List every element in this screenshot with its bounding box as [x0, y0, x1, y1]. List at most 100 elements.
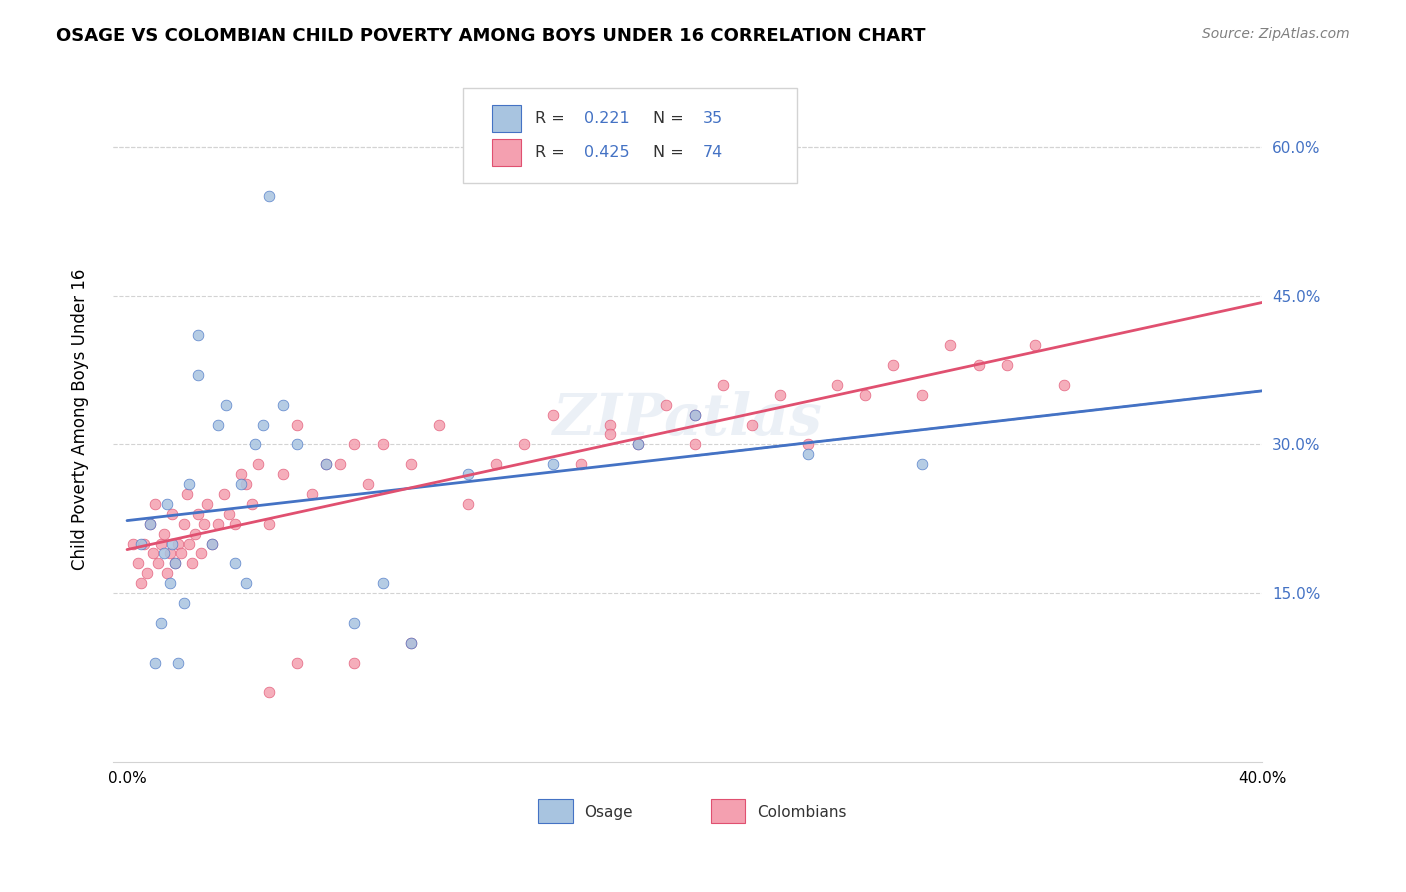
Point — [569, 457, 592, 471]
Point — [257, 516, 280, 531]
Point — [967, 358, 990, 372]
Point — [995, 358, 1018, 372]
Point — [329, 457, 352, 471]
Point — [301, 487, 323, 501]
Text: R =: R = — [534, 145, 569, 161]
Point — [371, 437, 394, 451]
Point — [121, 536, 143, 550]
Point — [1024, 338, 1046, 352]
Point — [711, 377, 734, 392]
Text: 0.425: 0.425 — [585, 145, 630, 161]
Point — [215, 398, 238, 412]
Point — [184, 526, 207, 541]
Point — [315, 457, 337, 471]
Point — [145, 656, 167, 670]
Text: R =: R = — [534, 111, 569, 126]
Text: Colombians: Colombians — [756, 805, 846, 821]
Point — [153, 526, 176, 541]
Point — [457, 497, 479, 511]
Point — [246, 457, 269, 471]
Y-axis label: Child Poverty Among Boys Under 16: Child Poverty Among Boys Under 16 — [72, 268, 89, 570]
Point — [252, 417, 274, 432]
Point — [156, 497, 179, 511]
Point — [201, 536, 224, 550]
Text: 35: 35 — [703, 111, 723, 126]
Point — [1053, 377, 1076, 392]
Point — [399, 457, 422, 471]
Text: N =: N = — [654, 145, 689, 161]
Point — [485, 457, 508, 471]
FancyBboxPatch shape — [710, 799, 745, 823]
Point — [187, 368, 209, 382]
Point — [129, 576, 152, 591]
Point — [271, 467, 294, 481]
Point — [343, 656, 366, 670]
Point — [285, 417, 308, 432]
Point — [427, 417, 450, 432]
Point — [207, 516, 229, 531]
Point — [853, 388, 876, 402]
Point — [683, 437, 706, 451]
Point — [599, 417, 621, 432]
FancyBboxPatch shape — [538, 799, 572, 823]
Point — [343, 437, 366, 451]
Text: Osage: Osage — [585, 805, 633, 821]
Point — [825, 377, 848, 392]
Point — [179, 477, 201, 491]
Point — [939, 338, 962, 352]
Point — [179, 536, 201, 550]
Text: N =: N = — [654, 111, 689, 126]
Point — [224, 557, 246, 571]
Point — [193, 516, 215, 531]
Point — [132, 536, 155, 550]
Point — [357, 477, 380, 491]
Point — [207, 417, 229, 432]
Text: 74: 74 — [703, 145, 723, 161]
Point — [162, 507, 184, 521]
Point — [235, 477, 257, 491]
Point — [541, 457, 564, 471]
Point — [173, 596, 195, 610]
Point — [285, 437, 308, 451]
Point — [599, 427, 621, 442]
Point — [235, 576, 257, 591]
Point — [343, 615, 366, 630]
Point — [399, 635, 422, 649]
Point — [153, 546, 176, 560]
Point — [139, 516, 162, 531]
Point — [187, 328, 209, 343]
Point — [315, 457, 337, 471]
Point — [457, 467, 479, 481]
Point — [135, 566, 157, 581]
Point — [627, 437, 650, 451]
Point — [257, 189, 280, 203]
FancyBboxPatch shape — [492, 104, 522, 132]
Point — [655, 398, 678, 412]
Point — [911, 457, 934, 471]
Point — [229, 467, 252, 481]
Point — [159, 546, 181, 560]
Point — [142, 546, 165, 560]
Point — [240, 497, 263, 511]
Point — [181, 557, 204, 571]
Point — [162, 536, 184, 550]
Point — [627, 437, 650, 451]
Point — [145, 497, 167, 511]
Point — [882, 358, 904, 372]
Text: Source: ZipAtlas.com: Source: ZipAtlas.com — [1202, 27, 1350, 41]
Point — [229, 477, 252, 491]
Point — [129, 536, 152, 550]
Point — [170, 546, 193, 560]
Point — [371, 576, 394, 591]
Point — [541, 408, 564, 422]
Point — [159, 576, 181, 591]
Point — [797, 447, 820, 461]
FancyBboxPatch shape — [464, 87, 797, 184]
Point — [139, 516, 162, 531]
Point — [243, 437, 266, 451]
Point — [212, 487, 235, 501]
FancyBboxPatch shape — [492, 139, 522, 167]
Point — [156, 566, 179, 581]
Point — [167, 536, 190, 550]
Point — [150, 615, 173, 630]
